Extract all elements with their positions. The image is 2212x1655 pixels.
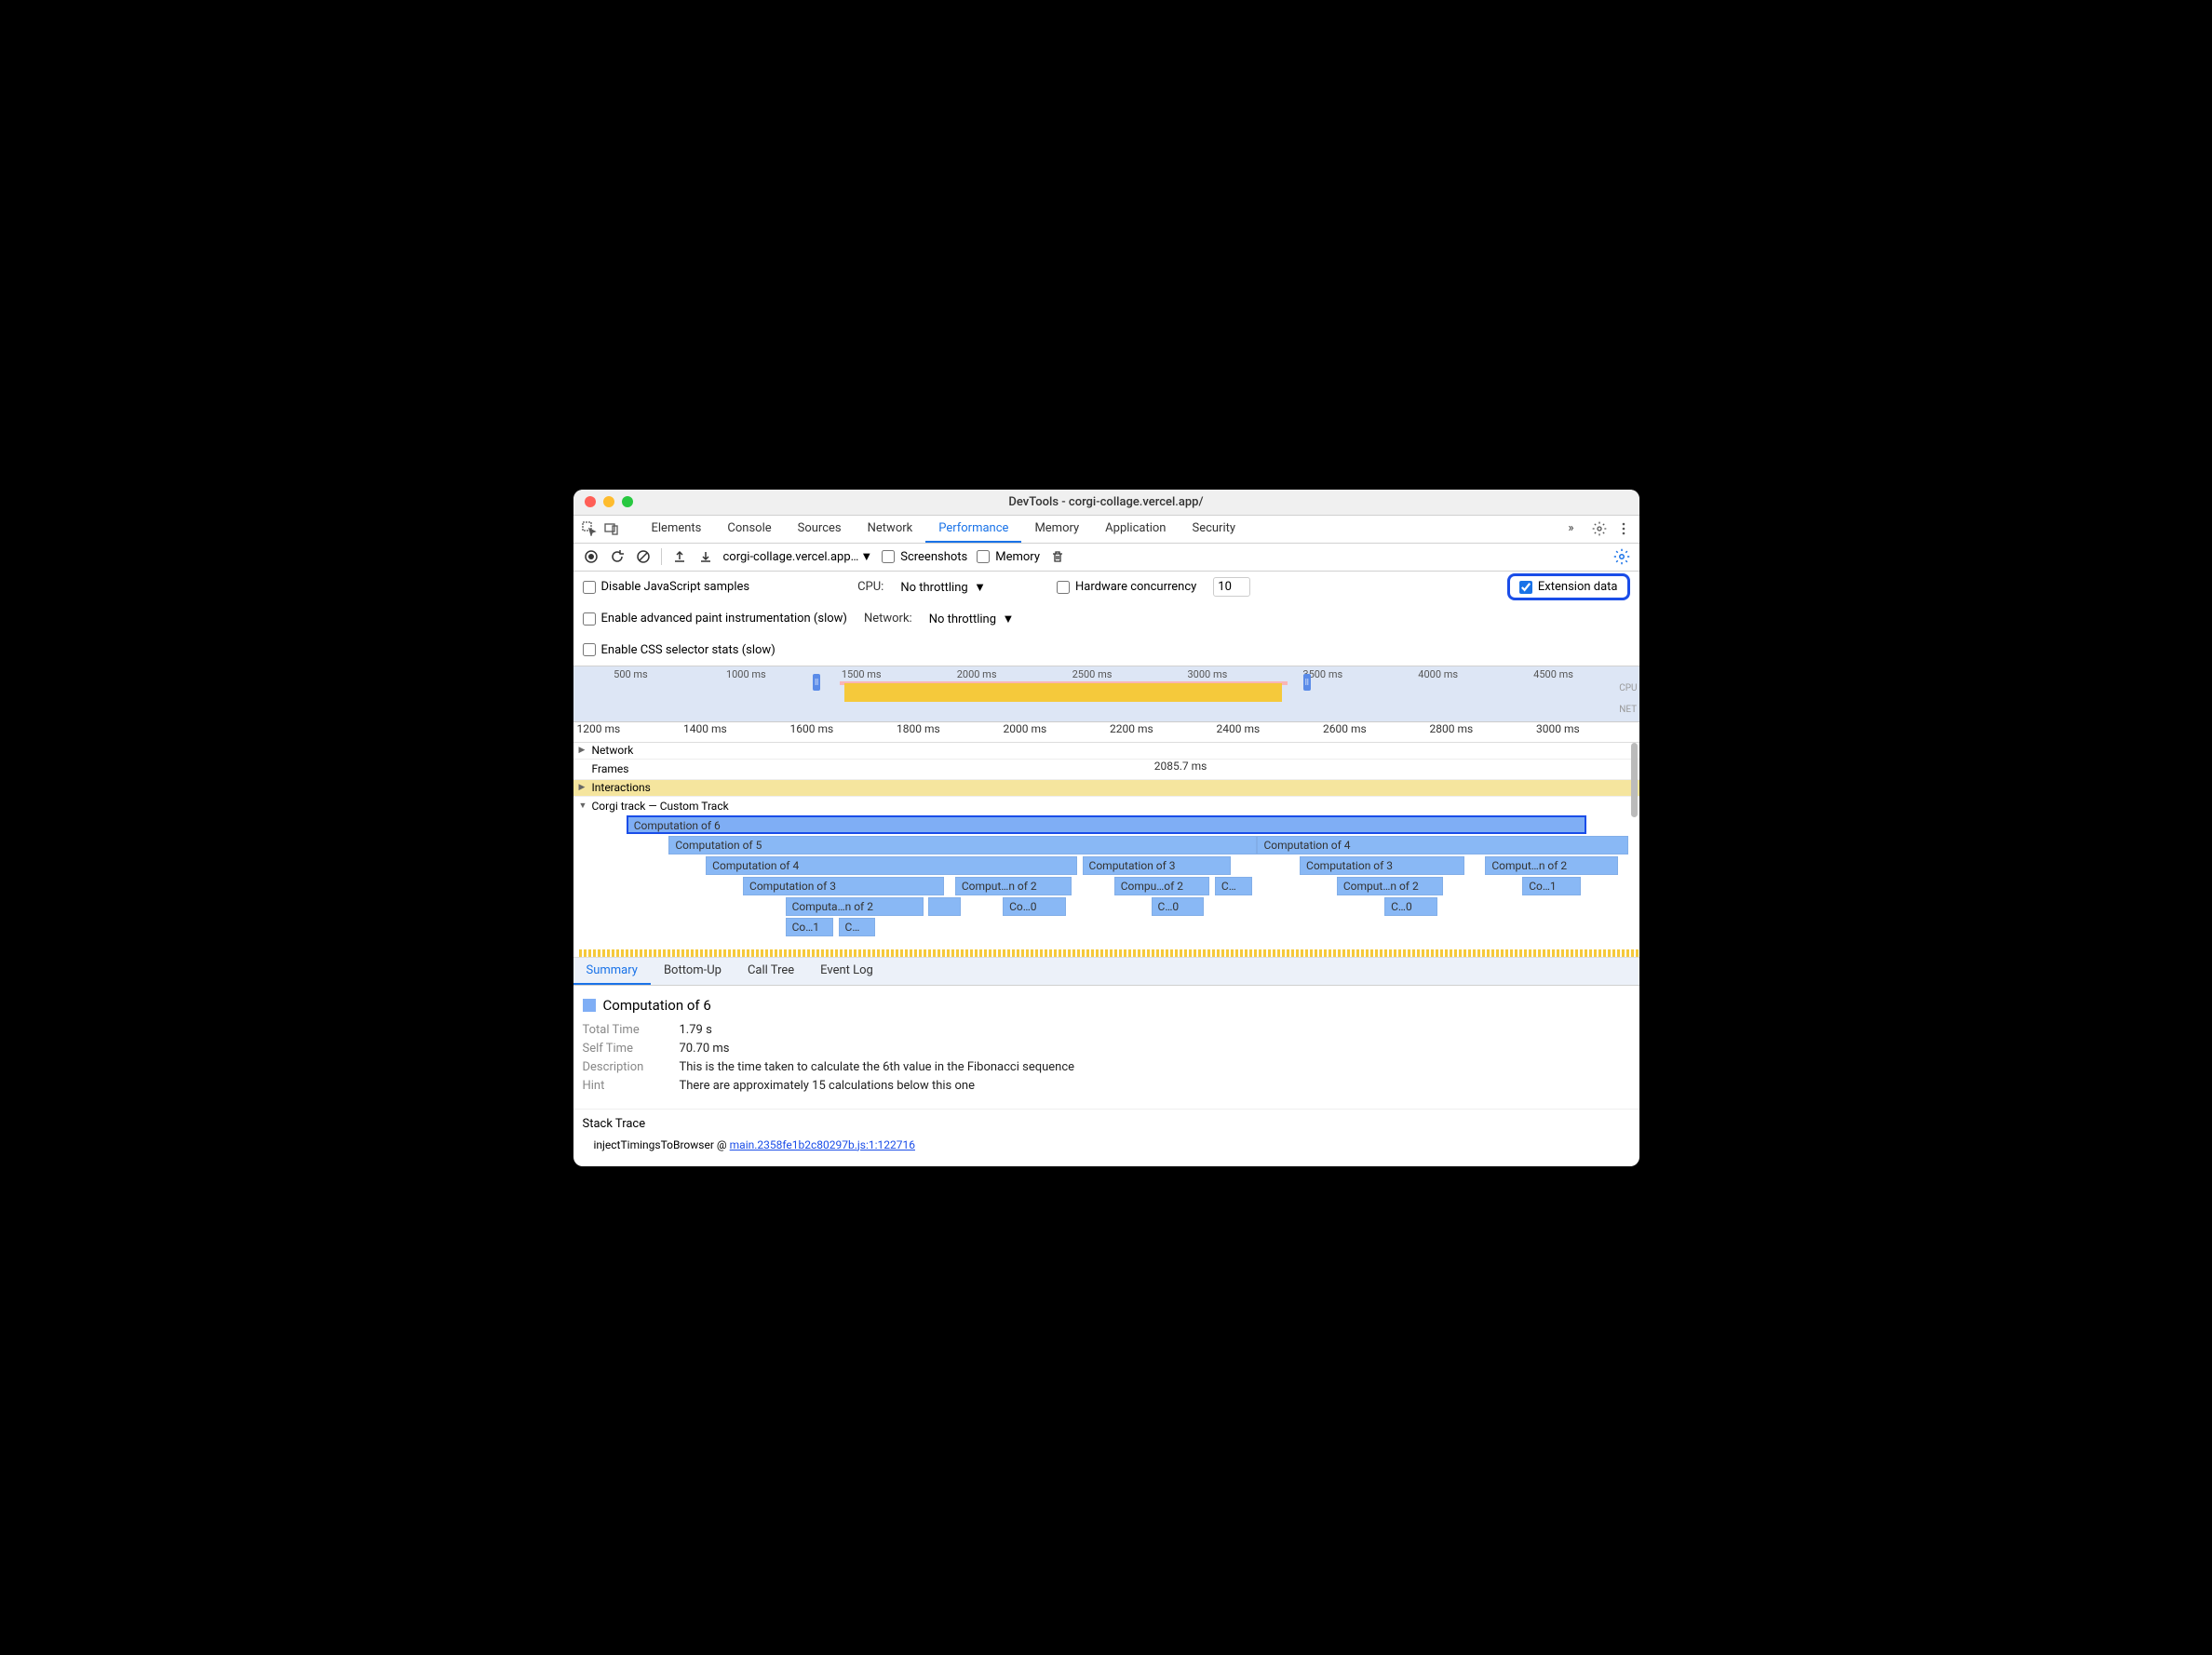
activity-strip [579, 949, 1639, 957]
upload-icon[interactable] [671, 548, 688, 565]
performance-toolbar: corgi-collage.vercel.app…▼ Screenshots M… [573, 544, 1639, 572]
range-handle-left[interactable]: || [813, 674, 820, 691]
trash-icon[interactable] [1049, 548, 1066, 565]
detail-tab-call-tree[interactable]: Call Tree [735, 958, 807, 985]
inspect-icon[interactable] [581, 520, 598, 537]
panel-tabs: ElementsConsoleSourcesNetworkPerformance… [573, 516, 1639, 544]
flame-bar[interactable]: Comput…n of 2 [1337, 877, 1443, 895]
tracks-pane: ▶Network Frames 2085.7 ms ▶Interactions … [573, 743, 1639, 958]
detail-tabs: SummaryBottom-UpCall TreeEvent Log [573, 958, 1639, 986]
timeline-ruler: 1200 ms1400 ms1600 ms1800 ms2000 ms2200 … [573, 722, 1639, 743]
detail-tab-event-log[interactable]: Event Log [807, 958, 886, 985]
flame-bar[interactable] [928, 897, 960, 916]
tab-console[interactable]: Console [714, 515, 784, 543]
stack-source-link[interactable]: main.2358fe1b2c80297b.js:1:122716 [730, 1138, 915, 1151]
device-icon[interactable] [603, 520, 620, 537]
description-value: This is the time taken to calculate the … [680, 1060, 1075, 1074]
flame-bar[interactable]: C…0 [1384, 897, 1437, 916]
summary-title: Computation of 6 [603, 997, 711, 1014]
extension-data-checkbox[interactable] [1519, 581, 1532, 594]
screenshots-checkbox[interactable]: Screenshots [882, 550, 967, 564]
hint-value: There are approximately 15 calculations … [680, 1079, 975, 1093]
cpu-select[interactable]: No throttling ▼ [900, 580, 986, 595]
summary-panel: Computation of 6 Total Time1.79 s Self T… [573, 986, 1639, 1109]
cpu-label: CPU [1619, 683, 1637, 693]
network-select[interactable]: No throttling ▼ [929, 612, 1015, 626]
flame-bar[interactable]: Co…1 [1522, 877, 1581, 895]
extension-data-highlight: Extension data [1507, 573, 1630, 600]
timeline-overview[interactable]: 500 ms1000 ms1500 ms2000 ms2500 ms3000 m… [573, 666, 1639, 722]
stack-trace: Stack Trace injectTimingsToBrowser @ mai… [573, 1109, 1639, 1166]
detail-tab-bottom-up[interactable]: Bottom-Up [651, 958, 735, 985]
flame-bar[interactable]: C…0 [1152, 897, 1205, 916]
network-track[interactable]: ▶Network [573, 743, 1639, 760]
flame-bar[interactable]: Computation of 4 [1257, 836, 1628, 854]
tab-performance[interactable]: Performance [925, 515, 1021, 543]
download-icon[interactable] [697, 548, 714, 565]
flame-bar[interactable]: Co…0 [1003, 897, 1066, 916]
range-handle-right[interactable]: || [1303, 674, 1311, 691]
flame-bar[interactable]: C… [1215, 877, 1252, 895]
flame-chart[interactable]: Computation of 6Computation of 5Computat… [579, 815, 1639, 946]
capture-settings-icon[interactable] [1613, 548, 1630, 565]
frames-track[interactable]: Frames 2085.7 ms [573, 760, 1639, 780]
tab-network[interactable]: Network [855, 515, 926, 543]
flame-bar[interactable]: Computation of 3 [743, 877, 944, 895]
titlebar: DevTools - corgi-collage.vercel.app/ [573, 490, 1639, 516]
summary-swatch [583, 999, 596, 1012]
record-icon[interactable] [583, 548, 600, 565]
self-time-value: 70.70 ms [680, 1042, 730, 1056]
stack-trace-title: Stack Trace [583, 1117, 1630, 1131]
flame-bar[interactable]: Co…1 [786, 918, 833, 936]
profile-url-dropdown[interactable]: corgi-collage.vercel.app…▼ [723, 549, 873, 564]
detail-tab-summary[interactable]: Summary [573, 958, 651, 985]
window-title: DevTools - corgi-collage.vercel.app/ [573, 495, 1639, 509]
disable-js-checkbox[interactable]: Disable JavaScript samples [583, 580, 750, 594]
interactions-track[interactable]: ▶Interactions [573, 780, 1639, 797]
scrollbar[interactable] [1631, 743, 1638, 817]
tab-elements[interactable]: Elements [639, 515, 715, 543]
hw-concurrency-checkbox[interactable]: Hardware concurrency [1057, 580, 1196, 594]
gear-icon[interactable] [1591, 520, 1608, 537]
tab-application[interactable]: Application [1092, 515, 1179, 543]
clear-icon[interactable] [635, 548, 652, 565]
kebab-icon[interactable] [1615, 520, 1632, 537]
net-label: NET [1619, 705, 1637, 715]
flame-bar[interactable]: Computation of 6 [627, 815, 1586, 834]
flame-bar[interactable]: Computation of 4 [706, 856, 1077, 875]
tab-security[interactable]: Security [1179, 515, 1248, 543]
flame-bar[interactable]: Compu…of 2 [1114, 877, 1210, 895]
flame-bar[interactable]: Computation of 3 [1083, 856, 1231, 875]
custom-track: ▼Corgi track — Custom Track Computation … [573, 797, 1639, 958]
flame-bar[interactable]: Comput…n of 2 [1485, 856, 1617, 875]
settings-row-3: Enable CSS selector stats (slow) [573, 635, 1639, 666]
flame-bar[interactable]: Comput…n of 2 [955, 877, 1072, 895]
flame-bar[interactable]: Computa…n of 2 [786, 897, 924, 916]
cpu-label: CPU: [857, 580, 883, 594]
settings-row-2: Enable advanced paint instrumentation (s… [573, 603, 1639, 635]
settings-row-1: Disable JavaScript samples CPU: No throt… [573, 572, 1639, 603]
tab-sources[interactable]: Sources [785, 515, 855, 543]
devtools-window: DevTools - corgi-collage.vercel.app/ Ele… [573, 490, 1639, 1166]
profile-url-label: corgi-collage.vercel.app… [723, 550, 859, 564]
flame-bar[interactable]: Computation of 3 [1300, 856, 1464, 875]
stack-fn-name: injectTimingsToBrowser @ [594, 1138, 730, 1151]
flame-bar[interactable]: Computation of 5 [668, 836, 1257, 854]
network-label: Network: [864, 612, 912, 626]
memory-checkbox[interactable]: Memory [977, 550, 1040, 564]
tab-memory[interactable]: Memory [1021, 515, 1092, 543]
flame-bar[interactable]: C… [839, 918, 876, 936]
extension-data-label: Extension data [1538, 580, 1618, 594]
hw-concurrency-input[interactable] [1213, 577, 1250, 597]
total-time-value: 1.79 s [680, 1023, 712, 1037]
tabs-overflow[interactable]: » [1555, 515, 1586, 543]
reload-icon[interactable] [609, 548, 626, 565]
enable-paint-checkbox[interactable]: Enable advanced paint instrumentation (s… [583, 612, 847, 626]
custom-track-label: Corgi track — Custom Track [592, 800, 729, 813]
frames-duration: 2085.7 ms [1154, 760, 1207, 773]
enable-css-checkbox[interactable]: Enable CSS selector stats (slow) [583, 643, 776, 657]
